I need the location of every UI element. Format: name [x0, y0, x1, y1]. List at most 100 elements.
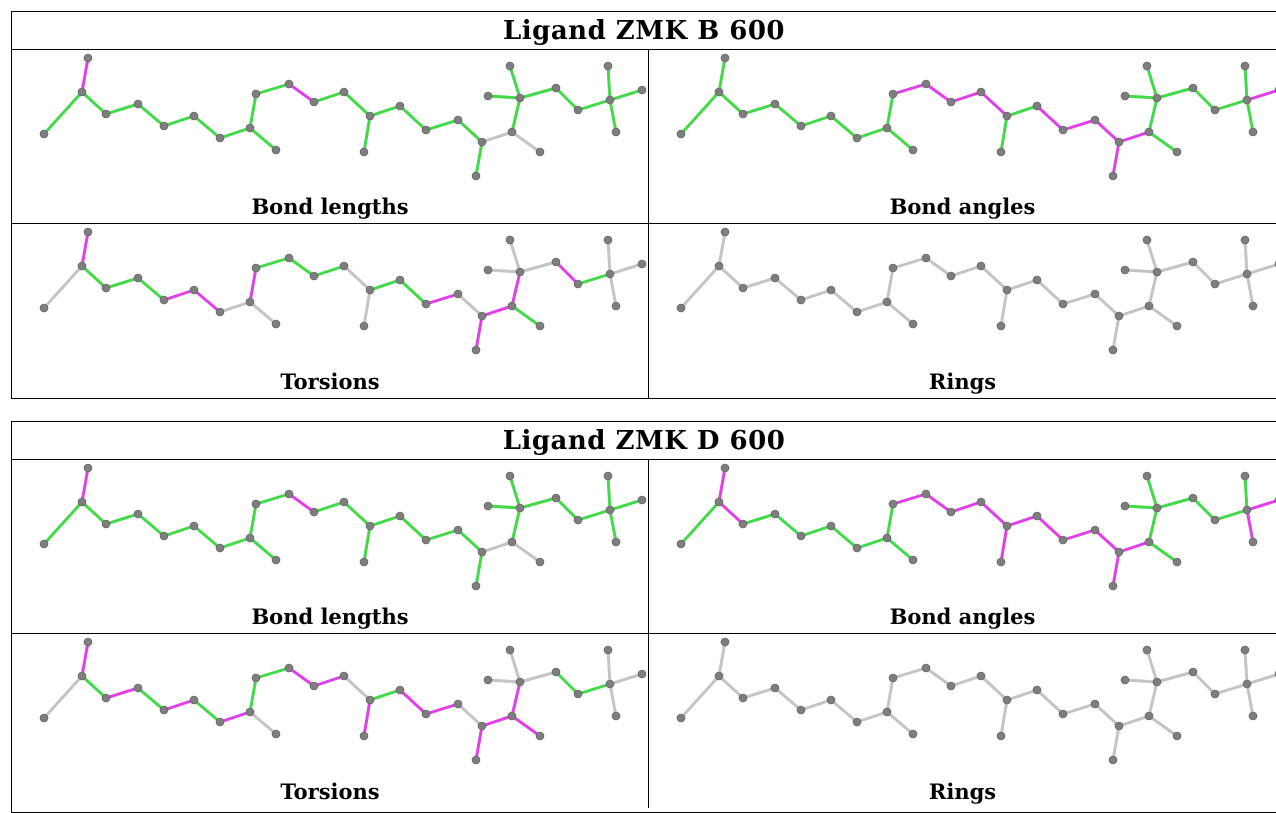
atom	[908, 555, 918, 565]
atom	[39, 129, 49, 139]
atom	[676, 303, 686, 313]
atom	[245, 533, 255, 543]
bond	[717, 230, 727, 268]
bond	[606, 648, 612, 686]
atom	[453, 289, 463, 299]
torsions-panel: Torsions	[12, 634, 649, 808]
atom	[1240, 235, 1250, 245]
bond	[368, 104, 402, 118]
atom	[976, 671, 986, 681]
bond	[717, 90, 745, 116]
bond	[474, 550, 484, 588]
bond	[885, 676, 895, 714]
bond	[999, 698, 1009, 738]
atom	[720, 637, 730, 647]
atom	[882, 297, 892, 307]
atom	[1152, 503, 1162, 513]
atom	[1210, 279, 1220, 289]
bond	[576, 682, 612, 696]
atom	[605, 95, 615, 105]
bond	[136, 102, 166, 128]
atom	[1188, 667, 1198, 677]
atom	[471, 755, 481, 765]
bond	[192, 698, 222, 724]
molecule-diagram	[39, 637, 647, 765]
atom	[453, 525, 463, 535]
bond	[136, 686, 166, 712]
atom	[1032, 275, 1042, 285]
atom	[637, 85, 647, 95]
atom	[676, 713, 686, 723]
atom	[1142, 235, 1152, 245]
bond	[1147, 714, 1179, 738]
atom	[720, 53, 730, 63]
atom	[1172, 147, 1182, 157]
bond	[518, 260, 558, 274]
atom	[215, 543, 225, 553]
bond	[608, 262, 644, 276]
atom	[714, 87, 724, 97]
atom	[453, 115, 463, 125]
bond	[80, 640, 90, 678]
atom	[1144, 301, 1154, 311]
atom	[284, 79, 294, 89]
atom	[1032, 101, 1042, 111]
atom	[83, 463, 93, 473]
atom	[1108, 171, 1118, 181]
bond	[1035, 514, 1065, 542]
bond	[717, 500, 745, 526]
bond	[979, 500, 1009, 528]
atom	[1188, 83, 1198, 93]
atom	[1108, 345, 1118, 355]
bond	[606, 474, 612, 512]
molecule-diagram	[39, 463, 647, 591]
bond	[1145, 64, 1159, 100]
bond	[1147, 96, 1159, 134]
bond	[1005, 104, 1039, 118]
atom	[1002, 285, 1012, 295]
atom	[1142, 645, 1152, 655]
bond	[80, 466, 90, 504]
atom	[507, 127, 517, 137]
atom	[359, 321, 369, 331]
bond	[979, 90, 1009, 118]
atom	[1248, 537, 1258, 547]
bond	[424, 528, 460, 542]
atom	[852, 543, 862, 553]
atom	[365, 695, 375, 705]
atom	[1152, 93, 1162, 103]
bond	[1213, 508, 1249, 522]
atom	[826, 111, 836, 121]
atom	[365, 285, 375, 295]
bond	[999, 114, 1009, 154]
bond	[1093, 702, 1121, 728]
atom	[573, 105, 583, 115]
panel-caption: Torsions	[280, 369, 380, 394]
atom	[359, 731, 369, 741]
atom	[471, 171, 481, 181]
atom	[603, 235, 613, 245]
atom	[1242, 679, 1252, 689]
atom	[852, 717, 862, 727]
atom	[535, 731, 545, 741]
bond	[510, 130, 542, 154]
atom	[1002, 111, 1012, 121]
bond	[456, 292, 484, 318]
panel-caption: Bond lengths	[251, 604, 409, 629]
atom	[159, 705, 169, 715]
atom	[215, 133, 225, 143]
atom	[976, 261, 986, 271]
atom	[83, 637, 93, 647]
atom	[1240, 471, 1250, 481]
bond	[1035, 688, 1065, 716]
bond	[999, 288, 1009, 328]
atom	[611, 127, 621, 137]
bond	[608, 98, 618, 134]
bond	[162, 698, 196, 712]
bond	[248, 92, 258, 130]
molecule-diagram	[676, 227, 1276, 355]
bond	[424, 292, 460, 306]
atom	[245, 707, 255, 717]
bond	[1245, 508, 1255, 544]
bond	[1111, 140, 1121, 178]
